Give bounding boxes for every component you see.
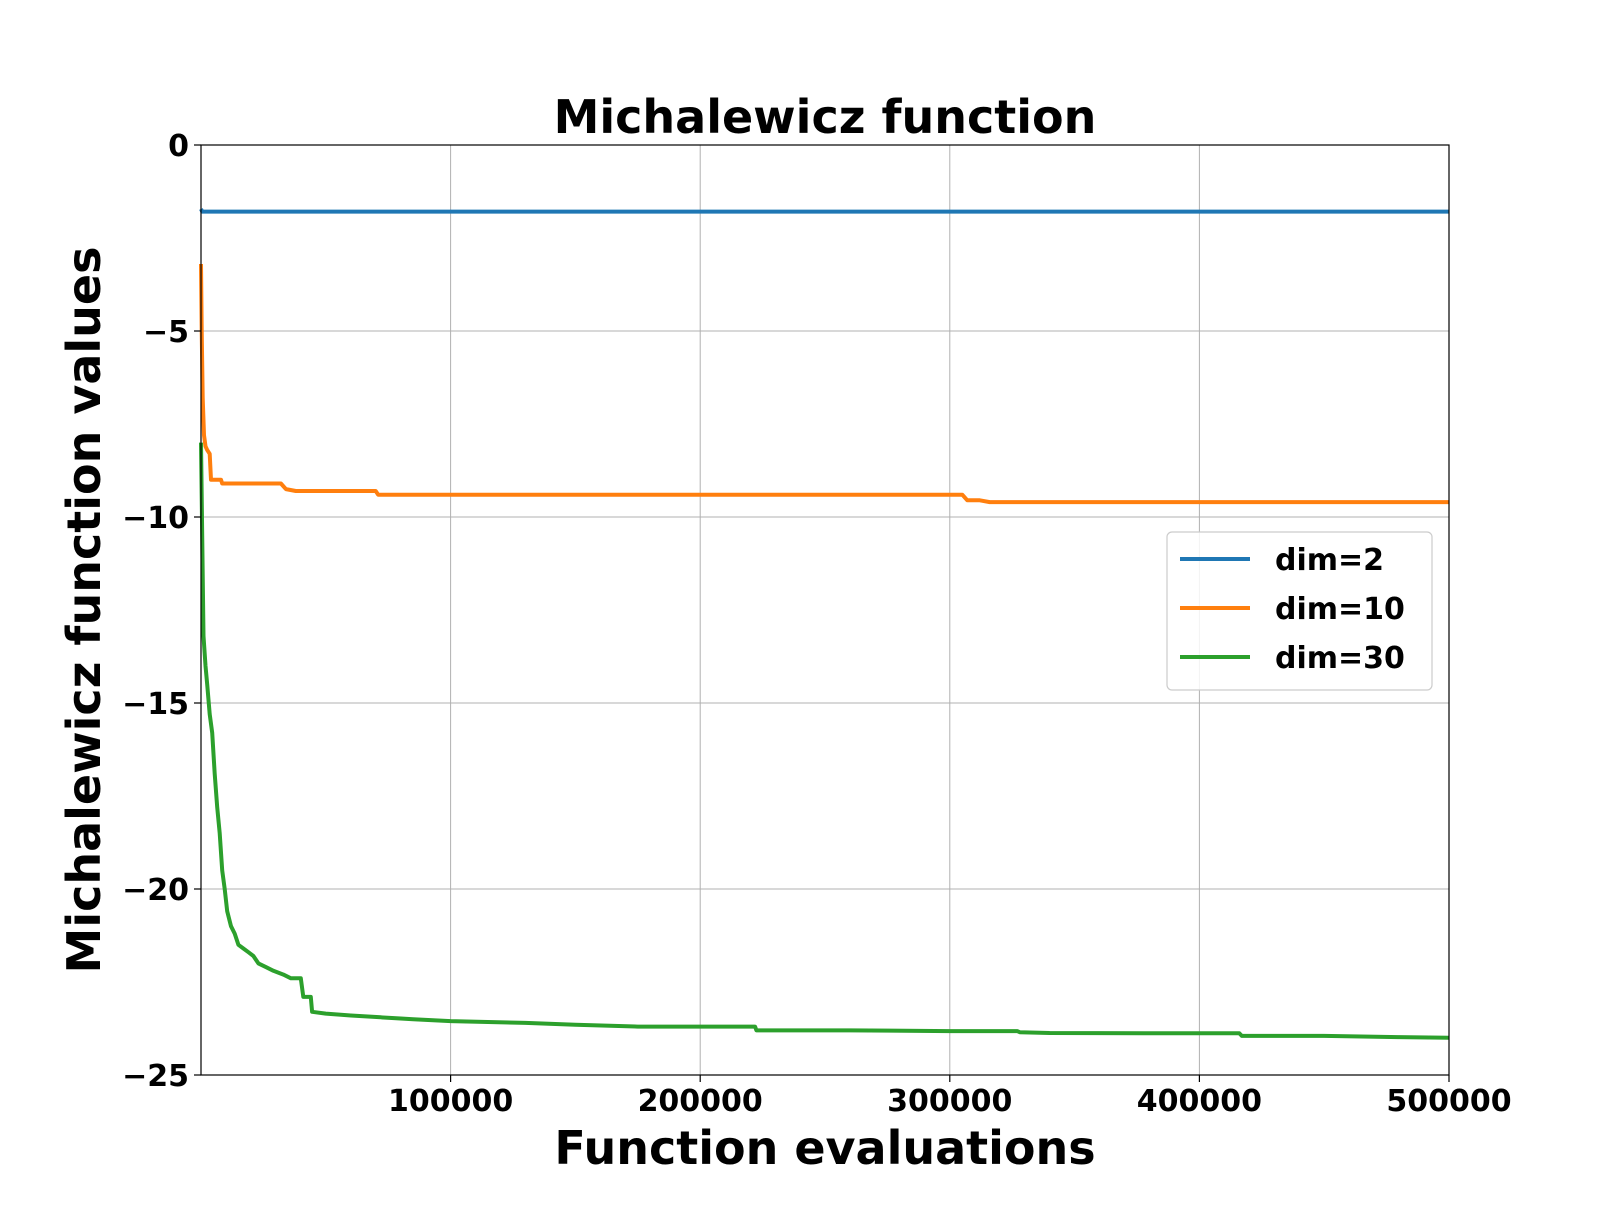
legend-items: dim=2 dim=10 dim=30 [1180,543,1405,676]
y-tick-label: 0 [168,129,189,164]
plot-frame [200,144,1450,1076]
y-tick-label: −5 [143,315,189,350]
series-line-dim-10 [199,263,1449,505]
legend-label-dim-10: dim=10 [1275,592,1405,627]
x-tick-label: 500000 [1386,1084,1511,1119]
legend: dim=2 dim=10 dim=30 [1166,531,1433,691]
y-tick-label: −25 [122,1059,189,1094]
y-tick-label: −15 [122,687,189,722]
legend-box [1166,531,1433,691]
legend-label-dim-30: dim=30 [1275,641,1405,676]
x-tick-label: 200000 [638,1084,763,1119]
y-axis-label: Michalewicz function values [57,247,111,974]
series-line-dim-30 [199,442,1450,1040]
chart-title: Michalewicz function [554,90,1097,144]
tick-layer: 100000 200000 300000 400000 500000 0 −5 −10 −15 −… [122,129,1512,1119]
y-tick-label: −10 [122,501,189,536]
x-tick-label: 300000 [887,1084,1012,1119]
y-tick-label: −20 [122,873,189,908]
x-tick-label: 100000 [388,1084,513,1119]
x-axis-label: Function evaluations [554,1121,1095,1175]
x-tick-label: 400000 [1137,1084,1262,1119]
legend-label-dim-2: dim=2 [1275,543,1384,578]
